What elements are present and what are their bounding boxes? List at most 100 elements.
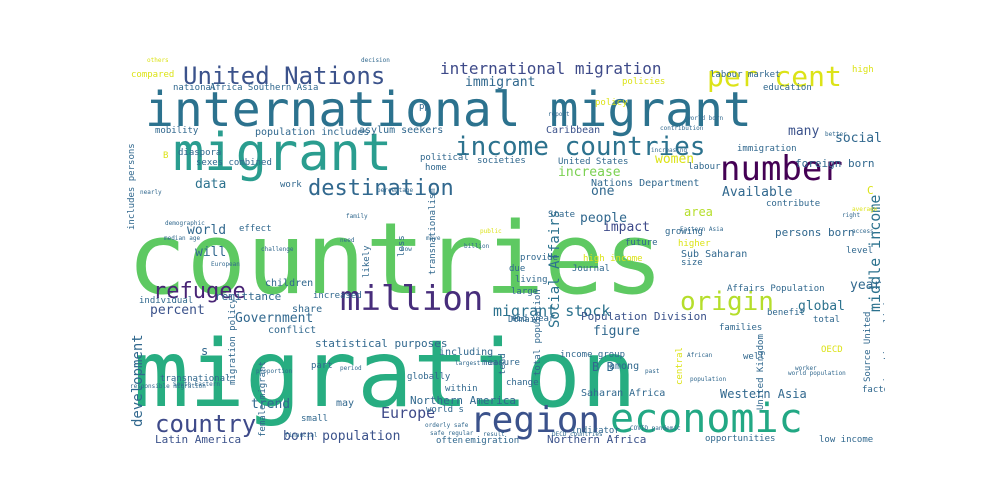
word-impact: impact: [603, 220, 650, 235]
word-oecd-countries: OECD countries: [552, 431, 603, 438]
word-born-population: born population: [283, 429, 400, 444]
word-economic: economic: [610, 396, 803, 442]
word-world: world: [187, 223, 226, 238]
word-population-includes: population includes: [255, 127, 369, 138]
word-diaspora: diaspora: [178, 148, 221, 158]
word-destination: destination: [308, 176, 454, 201]
word-education: education: [763, 83, 812, 93]
word-nearly: nearly: [140, 189, 162, 196]
word-share: share: [292, 304, 322, 315]
word-united-states: United States: [558, 157, 628, 167]
word-challenge: challenge: [261, 246, 294, 253]
word-demographic: demographic: [165, 220, 205, 227]
word-average: average: [852, 206, 878, 213]
word-low: low: [401, 246, 412, 253]
word-labour-market: labour market: [710, 70, 780, 80]
word-due: due: [509, 264, 525, 274]
word-transnational: transnational: [160, 374, 230, 384]
word-cloud: countries migration international migrant m…: [125, 50, 885, 450]
word-effect: effect: [239, 224, 272, 234]
word-safe-regular: safe regular: [430, 430, 474, 437]
word-growing: growing: [665, 227, 703, 237]
word-may: may: [336, 398, 354, 409]
word-asylum-seekers: asylum seekers: [359, 125, 443, 136]
word-individual: individual: [139, 296, 193, 306]
word-c: C: [867, 184, 874, 197]
word-percentage: percentage: [377, 187, 414, 194]
word-northern-africa: Northern Africa: [547, 433, 646, 446]
word-result: result: [483, 431, 505, 438]
word-year: year: [850, 278, 881, 293]
word-increased: increased: [313, 291, 362, 301]
word-central: central: [675, 347, 685, 385]
word-affairs-population: Affairs Population: [727, 284, 825, 294]
word-world-s: world s: [426, 405, 464, 415]
word-social-affairs: Social Affairs: [547, 210, 563, 328]
word-people: people: [580, 211, 627, 226]
word-small: small: [301, 414, 328, 424]
word-south-eastern: South Eastern: [173, 381, 220, 388]
word-domain: Domain: [508, 315, 541, 325]
word-immigrant: immigrant: [465, 75, 535, 90]
word-european: European: [211, 261, 240, 268]
word-others: others: [147, 57, 169, 64]
word-higher: higher: [678, 239, 711, 249]
word-population-division: Population Division: [581, 310, 707, 323]
word-foreign-born: foreign born: [795, 157, 874, 170]
word-caribbean: Caribbean: [546, 125, 600, 136]
word-migration: migration: [133, 320, 637, 428]
word-migration-policies: migration policies: [883, 290, 885, 388]
word-african: African: [687, 352, 713, 359]
word-western-asia: Western Asia: [720, 387, 807, 401]
word-total-population: total population: [533, 289, 543, 376]
word-united-kingdom: United Kingdom: [756, 334, 766, 410]
word-future: future: [625, 238, 658, 248]
word-responsible-migration: responsible migration: [130, 383, 206, 390]
word-median-age: median age: [164, 235, 201, 242]
word-financial: financial: [285, 432, 318, 439]
word-among: among: [609, 361, 639, 372]
word-high-income: high income: [583, 254, 643, 264]
word-indicator: indicator: [571, 426, 620, 436]
word-will: will: [195, 245, 226, 260]
word-persons-born: persons born: [775, 226, 854, 239]
word-public: public: [480, 228, 502, 235]
word-likely: likely: [362, 245, 372, 278]
word-total: total: [813, 315, 840, 325]
word-labour: labour: [688, 162, 721, 172]
word-within: within: [445, 384, 478, 394]
word-compared: compared: [131, 70, 174, 80]
word-societies: societies: [477, 156, 526, 166]
word-size: size: [681, 258, 703, 268]
word-low-income: low income: [819, 435, 873, 445]
word-emigration: emigration: [465, 436, 519, 446]
word-b-b: B B: [592, 360, 614, 374]
word-proportion: proportion: [256, 368, 293, 375]
word-million: million: [340, 279, 483, 319]
word-increasing: increasing: [651, 147, 688, 154]
word-b: B: [163, 151, 168, 161]
word-decision: decision: [361, 57, 390, 64]
word-factor: factor: [862, 385, 885, 395]
word-need: need: [340, 237, 355, 244]
word-sexes-combined: sexes combined: [196, 158, 272, 168]
word-tend: tend: [498, 353, 508, 375]
word-change: change: [506, 378, 539, 388]
word-latin-america: Latin America: [155, 433, 241, 446]
word-report: report: [548, 111, 570, 118]
word-immigration: immigration: [737, 144, 797, 154]
word-remittance: remittance: [215, 290, 281, 303]
word-refugee: refugee: [153, 279, 246, 304]
word-eastern-asia: Eastern Asia: [680, 226, 724, 233]
word-policies: policies: [622, 77, 665, 87]
word-income-group: income group: [560, 350, 625, 360]
word-move: move: [426, 235, 441, 242]
word-world-born: world born: [687, 115, 724, 122]
word-work: work: [280, 180, 302, 190]
word-national: national: [173, 83, 216, 93]
word-development: development: [130, 334, 146, 427]
word-billion: billion: [464, 243, 490, 250]
word-journal: Journal: [572, 264, 610, 274]
word-contribute: contribute: [766, 199, 820, 209]
word-worker: worker: [795, 365, 817, 372]
